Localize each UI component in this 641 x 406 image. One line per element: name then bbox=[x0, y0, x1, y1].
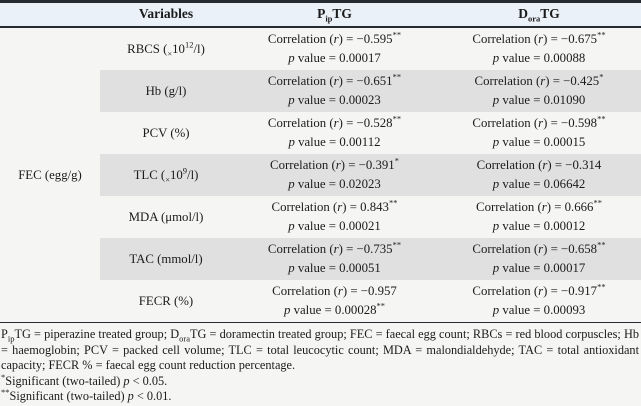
p-value: p value = 0.00088 bbox=[492, 51, 586, 65]
dora-cell: Correlation (r) = −0.425* p value = 0.01… bbox=[437, 70, 641, 112]
pip-cell: Correlation (r) = −0.651** p value = 0.0… bbox=[232, 70, 437, 112]
table-row: FEC (egg/g) RBCS (×1012/l) Correlation (… bbox=[0, 27, 641, 181]
correlation-value: Correlation (r) = −0.528** bbox=[267, 113, 402, 130]
table-row: PCV (%) Correlation (r) = −0.528** p val… bbox=[0, 112, 641, 154]
correlation-value: Correlation (r) = −0.425* bbox=[474, 71, 604, 88]
correlation-value: Correlation (r) = −0.917** bbox=[472, 281, 606, 298]
table-row: TAC (mmol/l) Correlation (r) = −0.735** … bbox=[0, 238, 641, 280]
table-row: MDA (μmol/l) Correlation (r) = 0.843** p… bbox=[0, 196, 641, 238]
header-empty-cell bbox=[0, 1, 100, 28]
significance-note-05: *Significant (two-tailed) p < 0.05. bbox=[1, 371, 168, 388]
variable-label: TLC (×109/l) bbox=[100, 154, 232, 196]
header-dora-tg: DoraTG bbox=[437, 1, 641, 28]
p-value: p value = 0.02023 bbox=[288, 177, 381, 191]
header-row: Variables PipTG DoraTG bbox=[0, 1, 641, 28]
p-value: p value = 0.00017 bbox=[492, 261, 586, 275]
variable-label: RBCS (×1012/l) bbox=[127, 39, 205, 59]
footnotes: PipTG = piperazine treated group; DoraTG… bbox=[0, 323, 641, 405]
correlation-value: Correlation (r) = −0.595** bbox=[267, 29, 402, 46]
correlation-value: Correlation (r) = 0.843** bbox=[271, 197, 398, 214]
variable-label: FECR (%) bbox=[138, 293, 194, 308]
correlation-value: Correlation (r) = 0.666** bbox=[476, 197, 602, 214]
correlation-value: Correlation (r) = −0.314 bbox=[476, 158, 602, 172]
p-value: p value = 0.00023 bbox=[288, 93, 381, 107]
pip-cell: Correlation (r) = −0.735** p value = 0.0… bbox=[232, 238, 437, 280]
p-value: p value = 0.01090 bbox=[492, 93, 586, 107]
p-value: p value = 0.00028** bbox=[283, 300, 386, 317]
correlation-value: Correlation (r) = −0.391* bbox=[270, 155, 399, 172]
pip-cell: Correlation (r) = −0.957 p value = 0.000… bbox=[232, 280, 437, 323]
p-value: p value = 0.00021 bbox=[288, 219, 381, 233]
dora-cell: Correlation (r) = −0.598** p value = 0.0… bbox=[437, 112, 641, 154]
correlation-value: Correlation (r) = −0.651** bbox=[267, 71, 402, 88]
p-value: p value = 0.00017 bbox=[288, 51, 381, 65]
correlation-value: Correlation (r) = −0.735** bbox=[267, 239, 402, 256]
dora-cell: Correlation (r) = −0.658** p value = 0.0… bbox=[437, 238, 641, 280]
row-group-label: FEC (egg/g) bbox=[18, 167, 82, 182]
variable-label: Hb (g/l) bbox=[100, 70, 232, 112]
dora-cell: Correlation (r) = 0.666** p value = 0.00… bbox=[437, 196, 641, 238]
pip-cell: Correlation (r) = −0.391* p value = 0.02… bbox=[232, 154, 437, 196]
p-value: p value = 0.06642 bbox=[492, 177, 586, 191]
p-value: p value = 0.00015 bbox=[492, 135, 586, 149]
table-row: TLC (×109/l) Correlation (r) = −0.391* p… bbox=[0, 154, 641, 196]
dora-cell: Correlation (r) = −0.314 p value = 0.066… bbox=[437, 154, 641, 196]
pip-cell: Correlation (r) = 0.843** p value = 0.00… bbox=[232, 196, 437, 238]
correlation-value: Correlation (r) = −0.675** bbox=[472, 29, 606, 46]
p-value: p value = 0.00012 bbox=[492, 219, 586, 233]
variable-label: TAC (mmol/l) bbox=[100, 238, 232, 280]
correlation-value: Correlation (r) = −0.957 bbox=[272, 284, 397, 298]
variable-label: PCV (%) bbox=[142, 125, 190, 140]
p-value: p value = 0.00051 bbox=[288, 261, 381, 275]
pip-cell: Correlation (r) = −0.528** p value = 0.0… bbox=[232, 112, 437, 154]
table-row: FECR (%) Correlation (r) = −0.957 p valu… bbox=[0, 280, 641, 323]
header-pip-tg: PipTG bbox=[232, 1, 437, 28]
correlation-table: Variables PipTG DoraTG FEC (egg/g) RBCS … bbox=[0, 0, 641, 323]
p-value: p value = 0.00112 bbox=[288, 135, 381, 149]
significance-note-01: **Significant (two-tailed) p < 0.01. bbox=[1, 387, 172, 404]
correlation-value: Correlation (r) = −0.658** bbox=[472, 239, 606, 256]
dora-cell: Correlation (r) = −0.917** p value = 0.0… bbox=[437, 280, 641, 323]
p-value: p value = 0.00093 bbox=[492, 303, 586, 317]
abbreviations-note: PipTG = piperazine treated group; DoraTG… bbox=[1, 327, 639, 373]
pip-cell: Correlation (r) = −0.595** p value = 0.0… bbox=[232, 27, 437, 70]
dora-cell: Correlation (r) = −0.675** p value = 0.0… bbox=[437, 27, 641, 70]
variable-label: MDA (μmol/l) bbox=[128, 209, 204, 224]
correlation-value: Correlation (r) = −0.598** bbox=[472, 113, 606, 130]
table-row: Hb (g/l) Correlation (r) = −0.651** p va… bbox=[0, 70, 641, 112]
header-variables: Variables bbox=[100, 1, 232, 28]
